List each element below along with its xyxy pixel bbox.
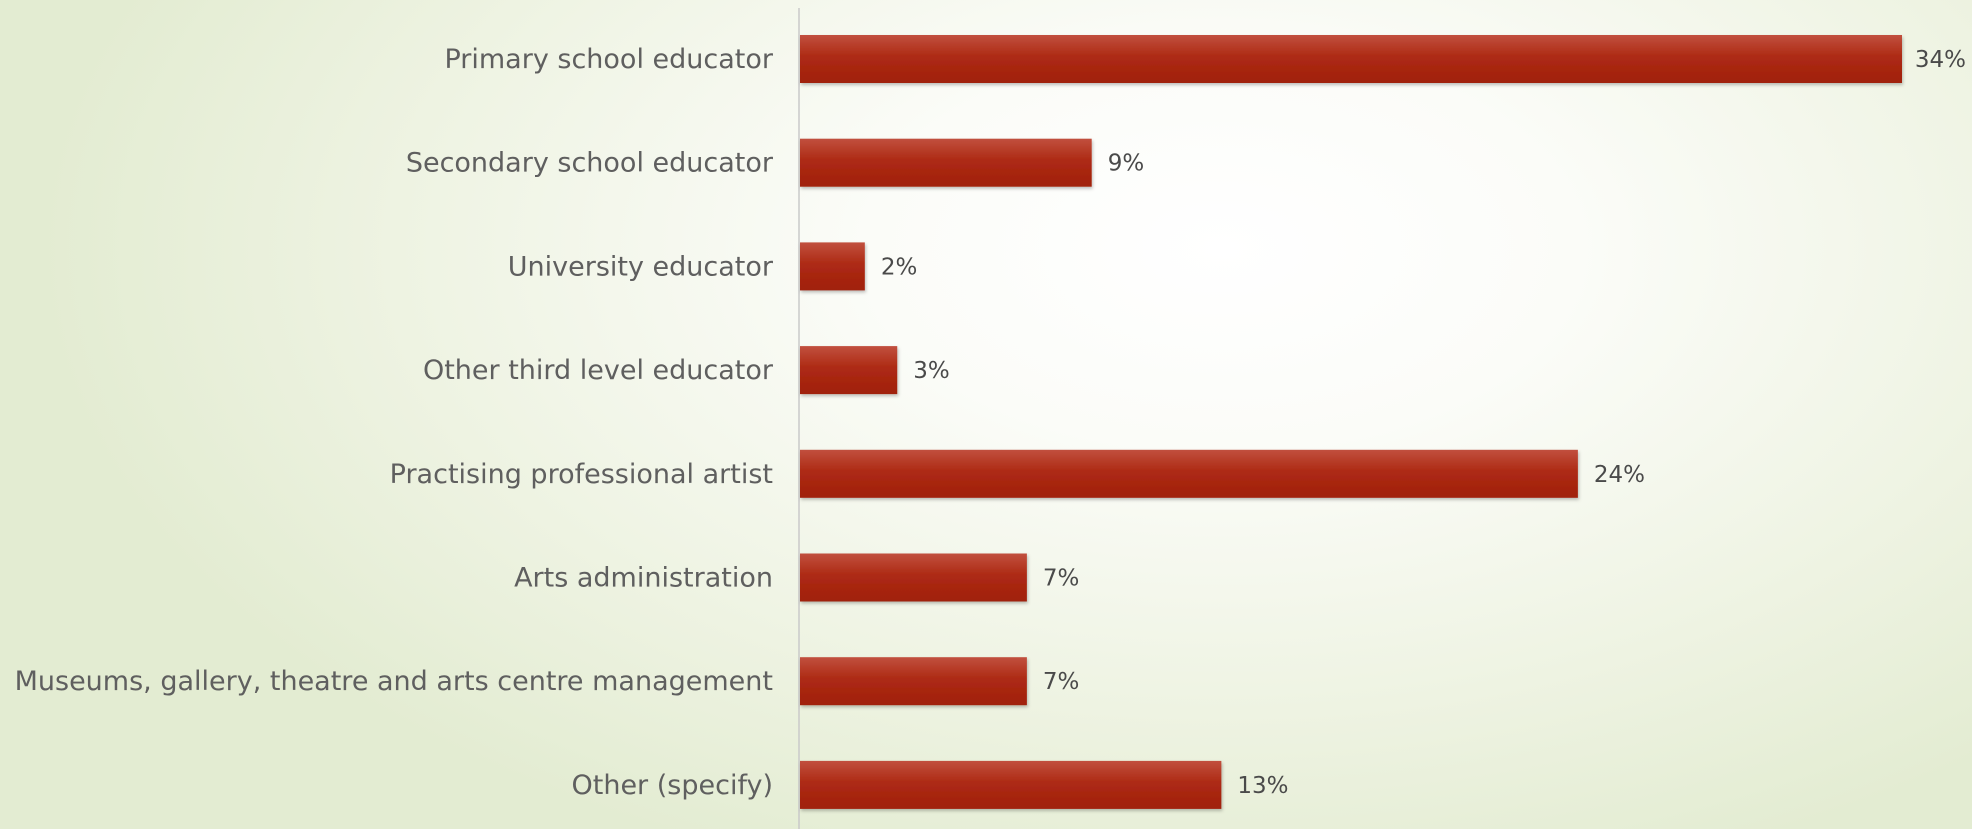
category-labels: Primary school educator Secondary school … — [15, 44, 774, 801]
bar-0 — [800, 35, 1902, 83]
bar-3 — [800, 346, 898, 395]
category-label-7: Other (specify) — [572, 770, 774, 801]
bars-layer — [800, 35, 1902, 809]
category-label-6: Museums, gallery, theatre and arts centr… — [15, 666, 773, 697]
bar-5 — [800, 553, 1027, 602]
value-label-3: 3% — [913, 358, 950, 384]
value-labels: 34% 9% 2% 3% 24% 7% 7% 13% — [881, 47, 1966, 799]
bar-6 — [800, 657, 1027, 706]
value-label-7: 13% — [1237, 773, 1288, 799]
category-label-5: Arts administration — [514, 563, 773, 594]
bar-1 — [800, 138, 1092, 187]
value-label-0: 34% — [1915, 47, 1966, 73]
value-label-5: 7% — [1043, 566, 1080, 592]
bar-2 — [800, 242, 865, 291]
category-label-1: Secondary school educator — [406, 148, 774, 179]
category-label-3: Other third level educator — [423, 355, 774, 386]
value-label-4: 24% — [1594, 462, 1645, 488]
value-label-1: 9% — [1108, 151, 1145, 177]
category-label-2: University educator — [508, 251, 774, 282]
value-label-6: 7% — [1043, 669, 1080, 695]
bar-7 — [800, 760, 1222, 809]
value-label-2: 2% — [881, 254, 918, 280]
bar-4 — [800, 449, 1578, 498]
category-label-0: Primary school educator — [444, 44, 773, 75]
category-label-4: Practising professional artist — [390, 459, 773, 490]
